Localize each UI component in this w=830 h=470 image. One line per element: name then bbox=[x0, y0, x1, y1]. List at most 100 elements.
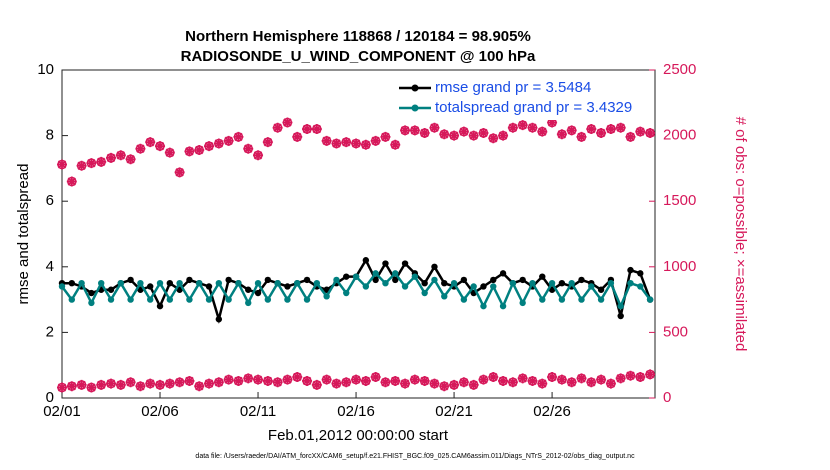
obs-assimilated-marker bbox=[204, 141, 215, 152]
series-marker bbox=[284, 296, 291, 303]
x-tick-label: 02/01 bbox=[43, 403, 81, 420]
series-line bbox=[62, 257, 652, 325]
obs-assimilated-marker bbox=[468, 130, 479, 141]
series-marker bbox=[343, 273, 350, 280]
series-marker bbox=[558, 296, 566, 303]
series-marker bbox=[460, 296, 468, 303]
y-tick-label: 8 bbox=[46, 127, 54, 144]
obs-assimilated-marker bbox=[370, 135, 381, 146]
series-marker bbox=[637, 270, 644, 277]
obs-assimilated-marker bbox=[351, 138, 362, 149]
obs-assimilated-marker bbox=[184, 146, 195, 157]
obs-assimilated-marker bbox=[213, 377, 224, 388]
series-marker bbox=[147, 283, 154, 290]
obs-assimilated-marker bbox=[605, 124, 616, 135]
series-marker bbox=[607, 280, 615, 287]
obs-assimilated-marker bbox=[419, 127, 430, 138]
series-marker bbox=[372, 276, 379, 284]
obs-assimilated-marker bbox=[419, 375, 430, 386]
obs-assimilated-marker bbox=[272, 122, 283, 133]
obs-assimilated-marker bbox=[586, 124, 597, 135]
obs-assimilated-marker bbox=[635, 126, 646, 137]
series-marker bbox=[294, 280, 301, 287]
series-marker bbox=[303, 296, 311, 303]
obs-assimilated-marker bbox=[439, 129, 450, 140]
y2-tick-label: 1000 bbox=[663, 258, 696, 275]
series-marker bbox=[548, 280, 556, 287]
obs-assimilated-marker bbox=[164, 147, 175, 158]
series-marker bbox=[215, 316, 223, 323]
obs-assimilated-marker bbox=[507, 122, 518, 133]
legend-marker bbox=[411, 84, 419, 92]
series-marker bbox=[529, 280, 536, 287]
obs-assimilated-marker bbox=[135, 143, 146, 154]
obs-assimilated-marker bbox=[115, 379, 126, 390]
series-marker bbox=[166, 280, 174, 287]
series-marker bbox=[274, 280, 281, 287]
y2-tick-label: 0 bbox=[663, 389, 671, 406]
footnote: data file: /Users/raeder/DAI/ATM_forcXX/… bbox=[195, 453, 635, 460]
series-marker bbox=[88, 299, 95, 307]
series-marker bbox=[450, 280, 458, 287]
obs-assimilated-marker bbox=[576, 373, 587, 384]
obs-assimilated-marker bbox=[380, 377, 391, 388]
x-tick-label: 02/26 bbox=[533, 403, 571, 420]
obs-assimilated-marker bbox=[106, 152, 117, 163]
obs-assimilated-marker bbox=[645, 369, 656, 380]
series-marker bbox=[107, 286, 115, 293]
obs-assimilated-marker bbox=[341, 137, 352, 148]
series-marker bbox=[245, 286, 252, 293]
obs-assimilated-marker bbox=[57, 159, 67, 170]
series-marker bbox=[107, 296, 115, 303]
series-marker bbox=[490, 276, 497, 284]
obs-assimilated-marker bbox=[292, 131, 303, 142]
x-tick-label: 02/06 bbox=[141, 403, 179, 420]
obs-assimilated-marker bbox=[184, 375, 195, 386]
y-axis-label: rmse and totalspread bbox=[15, 164, 32, 305]
obs-assimilated-marker bbox=[272, 377, 283, 388]
series-marker bbox=[441, 293, 448, 300]
series-marker bbox=[597, 296, 605, 303]
obs-assimilated-marker bbox=[390, 139, 401, 150]
series-marker bbox=[313, 280, 321, 287]
obs-assimilated-marker bbox=[390, 375, 401, 386]
obs-assimilated-marker bbox=[321, 135, 332, 146]
legend-marker bbox=[411, 104, 419, 112]
series-marker bbox=[411, 273, 419, 280]
obs-assimilated-marker bbox=[370, 372, 381, 383]
series-marker bbox=[58, 283, 66, 290]
obs-assimilated-marker bbox=[86, 158, 97, 169]
obs-assimilated-marker bbox=[262, 137, 273, 148]
y-tick-label: 2 bbox=[46, 323, 54, 340]
series-marker bbox=[176, 280, 183, 287]
legend-box bbox=[395, 74, 647, 120]
obs-assimilated-marker bbox=[321, 374, 332, 385]
obs-assimilated-marker bbox=[517, 373, 528, 384]
series-marker bbox=[460, 276, 468, 284]
obs-assimilated-marker bbox=[439, 381, 450, 392]
obs-assimilated-marker bbox=[66, 176, 77, 187]
series-marker bbox=[480, 302, 487, 310]
obs-assimilated-marker bbox=[409, 125, 420, 136]
obs-assimilated-marker bbox=[625, 370, 636, 381]
y-tick-label: 10 bbox=[37, 61, 54, 78]
series-marker bbox=[539, 296, 546, 303]
series-marker bbox=[617, 302, 624, 310]
legend-label: rmse grand pr = 3.5484 bbox=[435, 79, 591, 96]
y2-tick-label: 1500 bbox=[663, 192, 696, 209]
obs-assimilated-marker bbox=[282, 117, 293, 128]
obs-assimilated-marker bbox=[311, 379, 322, 390]
obs-assimilated-marker bbox=[537, 378, 548, 389]
series-marker bbox=[254, 280, 262, 287]
obs-assimilated-marker bbox=[507, 377, 518, 388]
series-marker bbox=[627, 266, 634, 274]
series-marker bbox=[372, 270, 379, 277]
obs-assimilated-marker bbox=[76, 160, 87, 171]
x-axis-label: Feb.01,2012 00:00:00 start bbox=[268, 427, 449, 444]
series-marker bbox=[196, 280, 203, 287]
obs-assimilated-marker bbox=[302, 375, 313, 386]
series-marker bbox=[401, 283, 409, 290]
series-marker bbox=[441, 280, 448, 287]
obs-assimilated-marker bbox=[429, 378, 440, 389]
obs-assimilated-marker bbox=[164, 378, 175, 389]
